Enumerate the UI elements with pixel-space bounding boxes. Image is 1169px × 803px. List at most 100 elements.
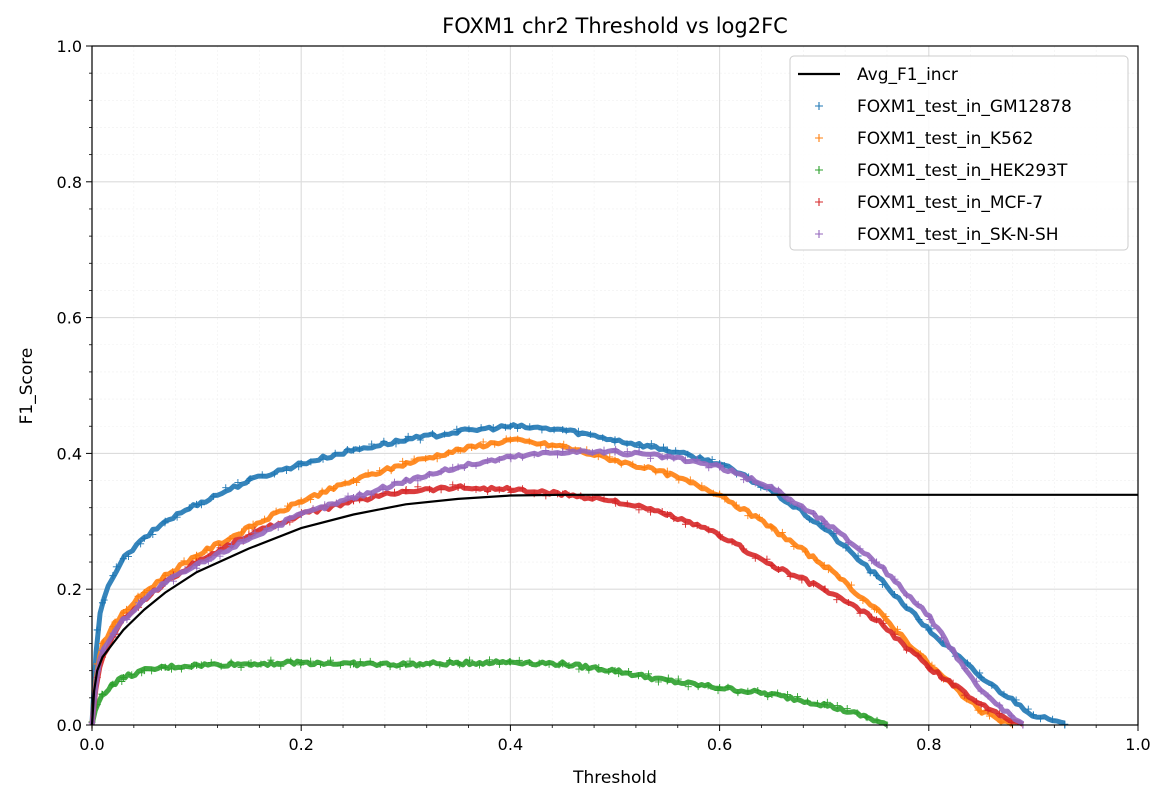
data-point [274,523,282,531]
data-point [134,592,142,600]
data-point [693,456,701,464]
data-point [445,449,453,457]
data-point [416,661,424,669]
data-point [623,440,631,448]
data-point [786,572,794,580]
data-point [891,575,899,583]
data-point [270,470,278,478]
data-point [764,693,772,701]
data-point [600,446,608,454]
data-point [495,486,503,494]
data-point [207,658,215,666]
data-point [502,435,510,443]
data-point [714,687,722,695]
data-point [728,467,736,475]
data-point [763,555,771,563]
data-point [663,453,671,461]
data-point [681,456,689,464]
data-point [915,615,923,623]
data-point [227,658,235,666]
data-point [525,437,533,445]
data-point [245,477,253,485]
data-point [553,451,561,459]
data-point [600,495,608,503]
data-point [949,647,957,655]
data-point [548,443,556,451]
data-point [744,687,752,695]
data-point [185,504,193,512]
data-point [977,687,985,695]
data-point [833,596,841,604]
data-point [716,461,724,469]
data-point [925,663,933,671]
data-point [140,589,148,597]
data-point [460,483,468,491]
data-point [284,502,292,510]
data-point [485,656,493,664]
data-point [585,666,593,674]
data-point [716,463,724,471]
ticks: 0.0 0.2 0.4 0.6 0.8 1.0 0.0 0.2 0.4 0.6 0.8 1.0 [57,37,1151,754]
data-point [734,689,742,697]
data-point [751,554,759,562]
data-point [926,665,934,673]
data-point [693,521,701,529]
data-point [926,615,934,623]
data-point [237,663,245,671]
data-point [985,712,993,720]
data-point [1007,712,1015,720]
data-point [146,590,154,598]
data-point [112,563,120,571]
data-point [925,626,933,634]
data-point [704,682,712,690]
data-point [535,659,543,667]
data-point [140,534,148,542]
data-point [119,555,127,563]
data-point [402,487,410,495]
data-point [611,497,619,505]
legend-label: FOXM1_test_in_MCF-7 [857,193,1043,213]
data-point [623,448,631,456]
data-point [786,497,794,505]
data-point [937,674,945,682]
data-point [798,576,806,584]
legend: Avg_F1_incr FOXM1_test_in_GM12878 FOXM1_te… [789,55,1129,251]
data-point [878,580,886,588]
data-point [140,667,148,675]
data-point [903,603,911,611]
data-point [109,629,117,637]
data-point [346,661,354,669]
data-point [436,661,444,669]
data-point [376,660,384,668]
data-point [751,479,759,487]
data-point [297,511,305,519]
data-point [187,662,195,670]
data-point [454,483,462,491]
data-point [416,436,424,444]
data-point [856,545,864,553]
data-point [538,426,546,434]
data-point [433,455,441,463]
data-point [180,557,188,565]
data-point [961,691,969,699]
data-point [119,609,127,617]
data-point [542,447,550,455]
data-point [514,424,522,432]
data-point [249,520,257,528]
data-point [774,689,782,697]
data-point [844,539,852,547]
legend-swatch [815,198,823,206]
data-point [615,670,623,678]
data-point [694,683,702,691]
data-point [258,471,266,479]
data-point [402,436,410,444]
series-avg-f1-incr [90,493,1138,726]
data-point [379,486,387,494]
data-point [181,566,189,574]
data-point [501,423,509,431]
x-tick-label: 1.0 [1125,735,1150,754]
y-tick-label: 1.0 [57,37,82,56]
data-point [684,683,692,691]
data-point [728,538,736,546]
data-point [210,492,218,500]
